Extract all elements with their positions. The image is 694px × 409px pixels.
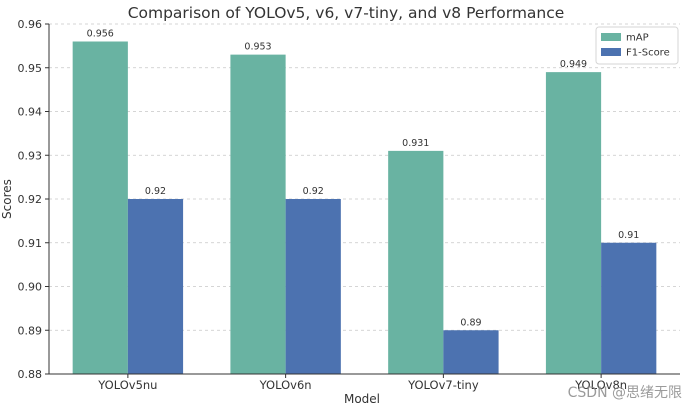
x-axis-label: Model <box>344 392 380 406</box>
y-tick-label: 0.94 <box>18 106 43 119</box>
bar-map-yolov7-tiny <box>388 150 444 374</box>
legend: mAP F1-Score <box>595 26 679 65</box>
data-label: 0.949 <box>560 59 587 70</box>
bar-map-yolov5nu <box>72 41 128 374</box>
y-tick-label: 0.91 <box>18 237 43 250</box>
bar-f1-score-yolov8n <box>601 242 657 374</box>
chart-title: Comparison of YOLOv5, v6, v7-tiny, and v… <box>128 4 565 22</box>
x-tick-label: YOLOv7-tiny <box>407 378 479 392</box>
legend-swatch-map <box>601 33 621 41</box>
y-tick-label: 0.96 <box>18 18 43 31</box>
axes: 0.88 0.89 0.90 0.91 0.92 0.93 0.94 0.95 0.96 YOLO… <box>18 18 680 392</box>
legend-label-f1-score: F1-Score <box>626 48 670 59</box>
y-tick-label: 0.92 <box>18 193 43 206</box>
y-tick-label: 0.90 <box>18 281 43 294</box>
data-label: 0.91 <box>618 230 639 241</box>
y-tick-label: 0.93 <box>18 149 43 162</box>
bars <box>72 41 657 374</box>
data-label: 0.931 <box>402 138 429 149</box>
y-tick-label: 0.95 <box>18 62 43 75</box>
data-label: 0.92 <box>145 186 166 197</box>
data-label: 0.92 <box>303 186 324 197</box>
data-label: 0.953 <box>244 42 271 53</box>
watermark: CSDN @思绪无限 <box>568 385 682 401</box>
data-labels: 0.956 0.92 0.953 0.92 0.931 0.89 0.949 0.91 <box>87 29 640 329</box>
data-label: 0.89 <box>460 317 481 328</box>
y-tick-label: 0.89 <box>18 324 43 337</box>
bar-f1-score-yolov7-tiny <box>443 330 499 374</box>
bar-f1-score-yolov5nu <box>127 199 184 374</box>
y-tick-label: 0.88 <box>18 368 43 381</box>
legend-swatch-f1-score <box>601 48 621 56</box>
bar-map-yolov8n <box>545 72 602 374</box>
x-tick-label: YOLOv5nu <box>97 378 157 392</box>
y-axis-label: Scores <box>0 179 14 219</box>
x-tick-label: YOLOv8n <box>574 378 627 392</box>
bar-map-yolov6n <box>230 54 286 374</box>
data-label: 0.956 <box>87 29 114 40</box>
bar-f1-score-yolov6n <box>285 199 341 374</box>
x-tick-label: YOLOv6n <box>259 378 312 392</box>
legend-label-map: mAP <box>626 33 649 44</box>
